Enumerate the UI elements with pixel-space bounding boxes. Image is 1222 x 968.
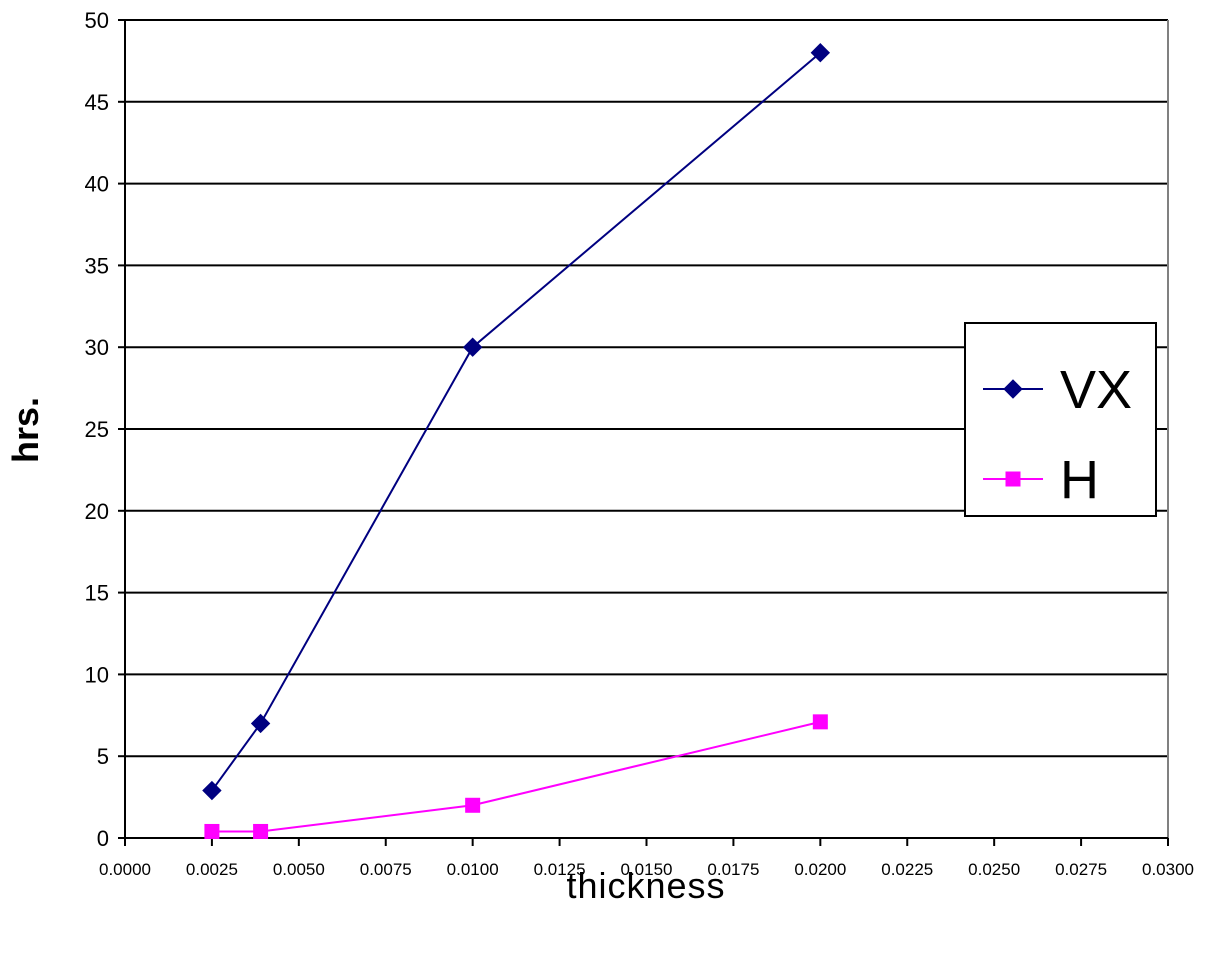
x-tick-label: 0.0025	[186, 860, 238, 879]
data-point-h	[812, 714, 828, 730]
legend-label-h: H	[1060, 450, 1099, 510]
data-point-vx	[810, 43, 831, 63]
legend-item-vx: VX	[983, 360, 1132, 420]
x-tick-label: 0.0100	[447, 860, 499, 879]
series-h	[204, 714, 828, 839]
data-point-h	[253, 823, 269, 839]
y-tick-label: 40	[85, 172, 109, 197]
y-tick-label: 25	[85, 417, 109, 442]
y-tick-label: 15	[85, 581, 109, 606]
x-tick-label: 0.0125	[534, 860, 586, 879]
legend-marker-vx	[1003, 379, 1023, 399]
y-tick-label: 45	[85, 90, 109, 115]
y-tick-label: 5	[97, 744, 109, 769]
data-point-h	[465, 797, 481, 813]
data-point-vx	[462, 337, 483, 357]
legend-item-h: H	[983, 450, 1099, 510]
data-point-vx	[202, 780, 222, 801]
y-tick-label: 50	[85, 8, 109, 33]
y-axis-label: hrs.	[5, 397, 46, 463]
x-tick-label: 0.0175	[707, 860, 759, 879]
legend: VX H	[964, 322, 1157, 517]
y-tick-label: 10	[85, 662, 109, 687]
x-tick-label: 0.0000	[99, 860, 151, 879]
x-axis-label: thickness	[566, 865, 725, 906]
x-tick-label: 0.0275	[1055, 860, 1107, 879]
y-tick-label: 35	[85, 253, 109, 278]
y-tick-label: 30	[85, 335, 109, 360]
y-tick-label: 0	[97, 826, 109, 851]
x-tick-label: 0.0200	[794, 860, 846, 879]
legend-label-vx: VX	[1060, 360, 1132, 420]
x-tick-label: 0.0225	[881, 860, 933, 879]
y-tick-label: 20	[85, 499, 109, 524]
series-vx	[202, 43, 831, 801]
series-line-h	[211, 720, 821, 833]
series-group	[202, 43, 831, 839]
x-tick-labels: 0.0000 0.0025 0.0050 0.0075 0.0100 0.0125 0.01…	[99, 860, 1194, 879]
x-tick-label: 0.0300	[1142, 860, 1194, 879]
x-tick-label: 0.0150	[621, 860, 673, 879]
gridlines	[125, 19, 1168, 758]
axes	[118, 19, 1169, 846]
x-tick-label: 0.0075	[360, 860, 412, 879]
legend-marker-h	[1005, 471, 1021, 487]
data-point-h	[204, 823, 220, 839]
data-point-vx	[250, 713, 271, 734]
x-tick-label: 0.0250	[968, 860, 1020, 879]
series-line-vx	[211, 51, 821, 792]
legend-box	[964, 322, 1157, 517]
y-tick-labels: 0 5 10 15 20 25 30 35 40 45 50	[85, 8, 109, 851]
x-tick-label: 0.0050	[273, 860, 325, 879]
